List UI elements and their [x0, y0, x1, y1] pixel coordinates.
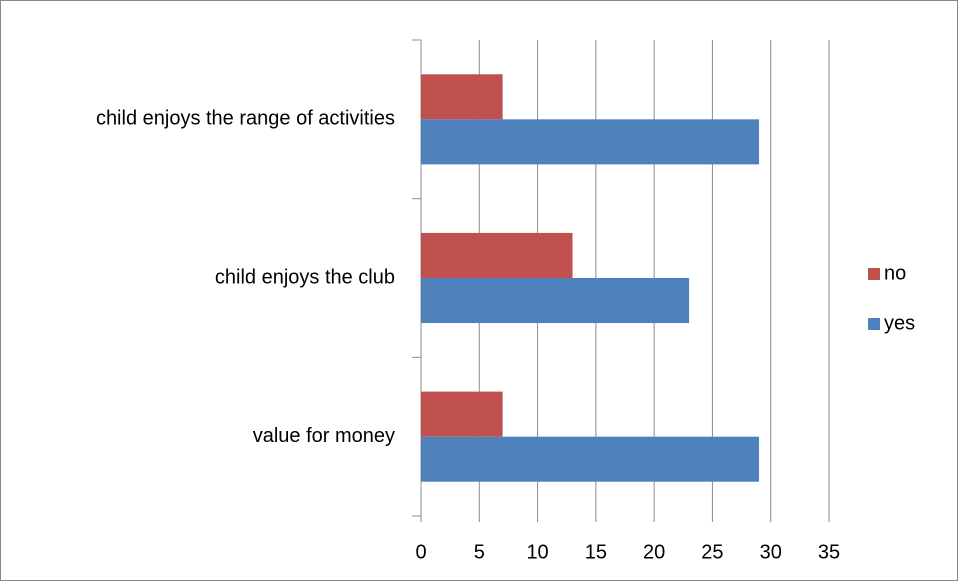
bar: [421, 278, 690, 324]
bar: [421, 391, 503, 437]
bar: [421, 232, 573, 278]
x-tick-label: 15: [585, 541, 607, 563]
legend-label: yes: [884, 312, 915, 334]
legend-swatch: [868, 318, 880, 330]
x-tick-label: 30: [760, 541, 782, 563]
x-tick-label: 35: [818, 541, 840, 563]
bar: [421, 74, 503, 120]
y-tick-label: value for money: [253, 425, 395, 447]
legend-label: no: [884, 262, 906, 284]
x-tick-label: 25: [701, 541, 723, 563]
y-tick-label: child enjoys the club: [215, 266, 395, 288]
bar: [421, 436, 760, 482]
x-tick-label: 5: [474, 541, 485, 563]
x-tick-label: 0: [415, 541, 426, 563]
y-tick-label: child enjoys the range of activities: [96, 108, 395, 130]
x-tick-label: 10: [526, 541, 548, 563]
legend-swatch: [868, 268, 880, 280]
bar: [421, 119, 760, 165]
x-tick-label: 20: [643, 541, 665, 563]
